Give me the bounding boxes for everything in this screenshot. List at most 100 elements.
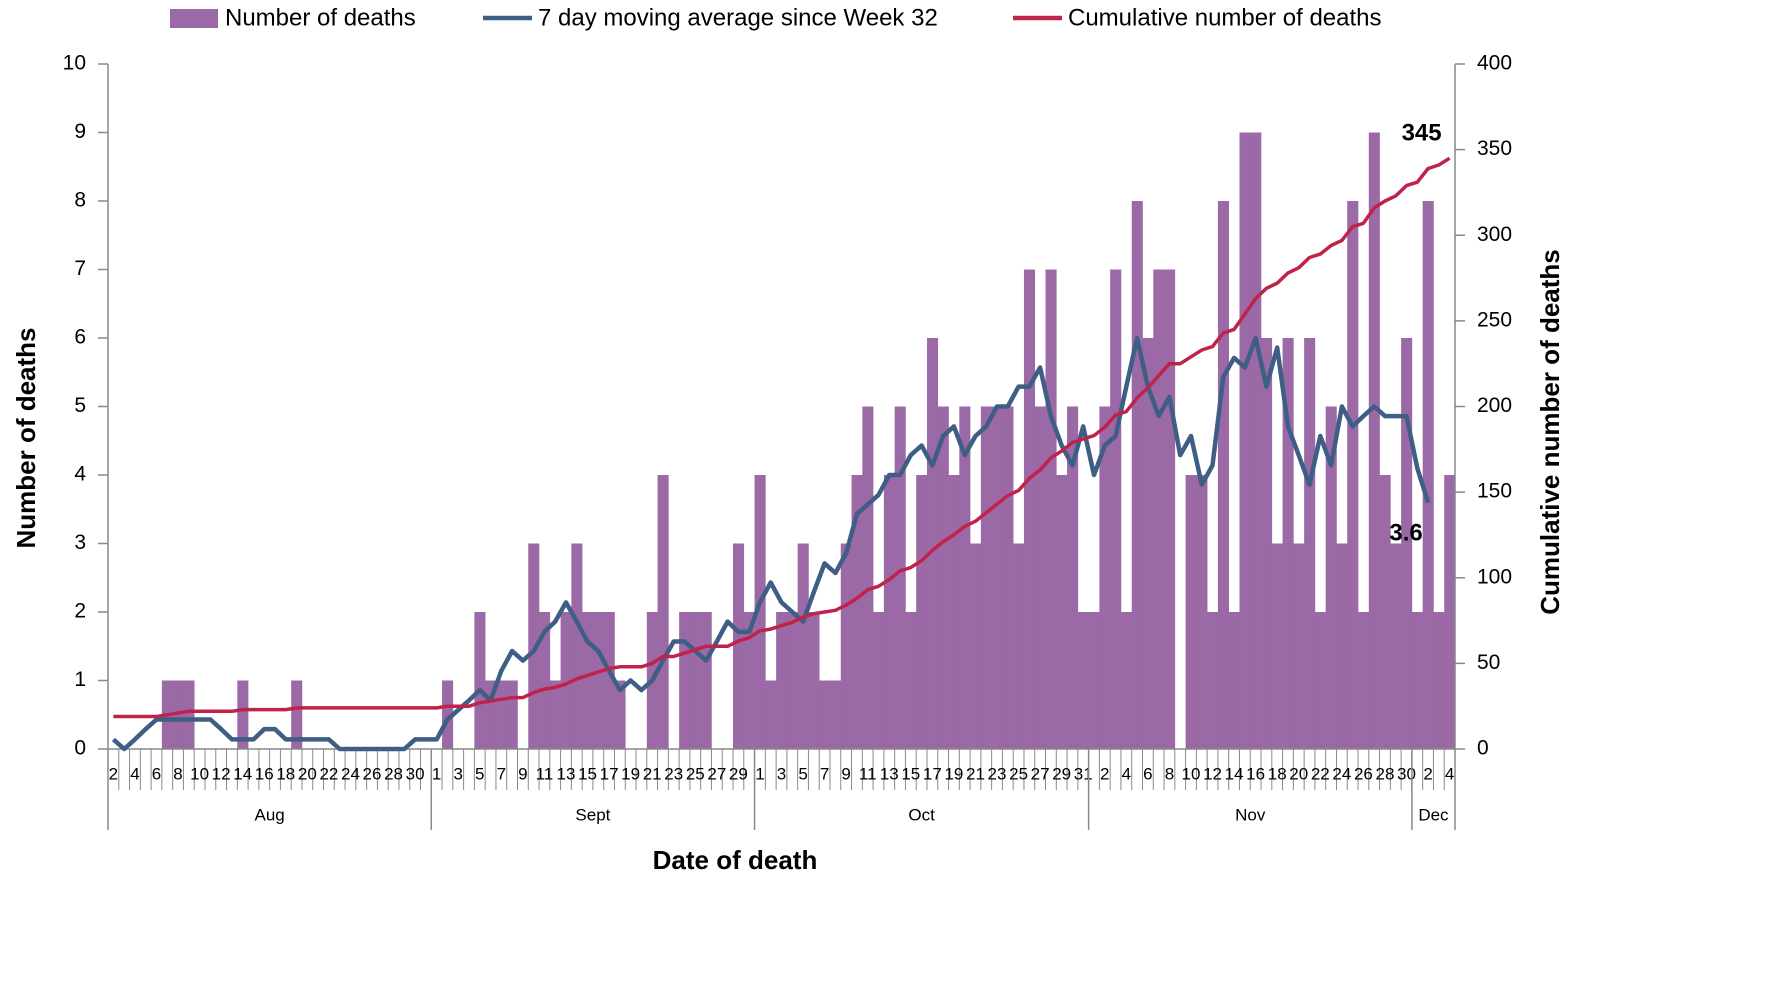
x-tick-label: 25 [1009,764,1028,783]
bar [1110,269,1122,749]
x-tick-label: 24 [1332,764,1351,783]
y-tick-label: 4 [74,463,86,486]
x-tick-label: 11 [536,764,554,783]
bar [819,680,831,749]
bar [603,612,615,749]
bar [1390,543,1402,749]
bar [1088,612,1100,749]
y-tick-label: 10 [63,52,86,75]
bar [172,680,184,749]
x-tick-label: 8 [173,764,182,783]
x-tick-label: 1 [755,764,764,783]
bar [1034,406,1046,749]
x-tick-label: 29 [1052,764,1071,783]
x-tick-label: 4 [1122,764,1131,783]
y2-tick-label: 0 [1477,737,1489,760]
bar [776,612,788,749]
bar [797,543,809,749]
x-tick-label: 11 [859,764,877,783]
data-label: 3.6 [1389,520,1422,547]
bar [1358,612,1370,749]
y-tick-label: 6 [74,326,86,349]
y2-tick-label: 50 [1477,651,1500,674]
bar [237,680,249,749]
x-tick-label: 14 [233,764,252,783]
bar [1045,269,1057,749]
y2-tick-label: 300 [1477,223,1512,246]
bar [700,612,712,749]
x-tick-label: 13 [880,764,899,783]
x-tick-label: 12 [212,764,231,783]
x-tick-label: 7 [820,764,829,783]
bar [485,680,497,749]
bar [1120,612,1133,749]
bar [873,612,885,749]
bar [829,680,842,749]
x-tick-label: 2 [109,764,118,783]
y-axis-title: Number of deaths [11,327,41,548]
x-tick-label: 30 [1397,764,1416,783]
y2-tick-label: 150 [1477,480,1512,503]
x-tick-label: 24 [341,764,360,783]
legend-swatch [170,9,218,28]
x-tick-label: 16 [1246,764,1265,783]
x-tick-label: 26 [363,764,382,783]
bar [1250,132,1262,749]
y-tick-label: 0 [74,737,86,760]
bar [291,680,303,749]
bar [1023,269,1036,749]
x-tick-label: 22 [319,764,338,783]
x-tick-label: 26 [1354,764,1373,783]
x-tick-label: 2 [1100,764,1109,783]
x-tick-label: 7 [497,764,506,783]
bar [948,475,960,749]
bar [539,612,551,749]
bar [970,543,982,749]
bar [1401,338,1413,749]
bar [905,612,917,749]
x-tick-label: 21 [643,764,662,783]
legend-label: Number of deaths [225,4,416,31]
x-tick-label: 6 [1143,764,1152,783]
data-label: 345 [1402,120,1442,147]
x-tick-label: 4 [1445,764,1454,783]
x-tick-label: 13 [557,764,576,783]
y-tick-label: 2 [74,600,86,623]
bar [1368,132,1380,749]
x-tick-label: 3 [777,764,786,783]
bar [183,680,195,749]
bar [1304,338,1316,749]
y-tick-label: 1 [74,668,86,691]
line-series [111,335,1431,752]
bar [1185,475,1197,749]
x-tick-label: 17 [600,764,619,783]
bar [980,406,992,749]
y2-axis-title: Cumulative number of deaths [1535,249,1565,615]
x-tick-label: 27 [1031,764,1050,783]
x-tick-label: 20 [298,764,317,783]
bar [1336,543,1348,749]
bar [851,475,863,749]
bar [1411,612,1423,749]
y2-tick-label: 100 [1477,565,1512,588]
bar [495,680,508,749]
month-label: Aug [255,805,285,824]
bar [582,612,594,749]
x-tick-label: 17 [923,764,942,783]
x-tick-label: 21 [966,764,985,783]
bar [1422,201,1434,749]
bar [862,406,874,749]
bar [592,612,604,749]
bar [1207,612,1219,749]
bar [1131,201,1143,749]
bar [1314,612,1326,749]
bar [1067,406,1079,749]
x-tick-label: 31 [1074,764,1093,783]
x-tick-label: 23 [664,764,683,783]
legend-label: Cumulative number of deaths [1068,4,1382,31]
bar [571,543,583,749]
y-tick-label: 7 [74,257,86,280]
x-tick-label: 8 [1165,764,1174,783]
x-tick-label: 10 [1182,764,1201,783]
